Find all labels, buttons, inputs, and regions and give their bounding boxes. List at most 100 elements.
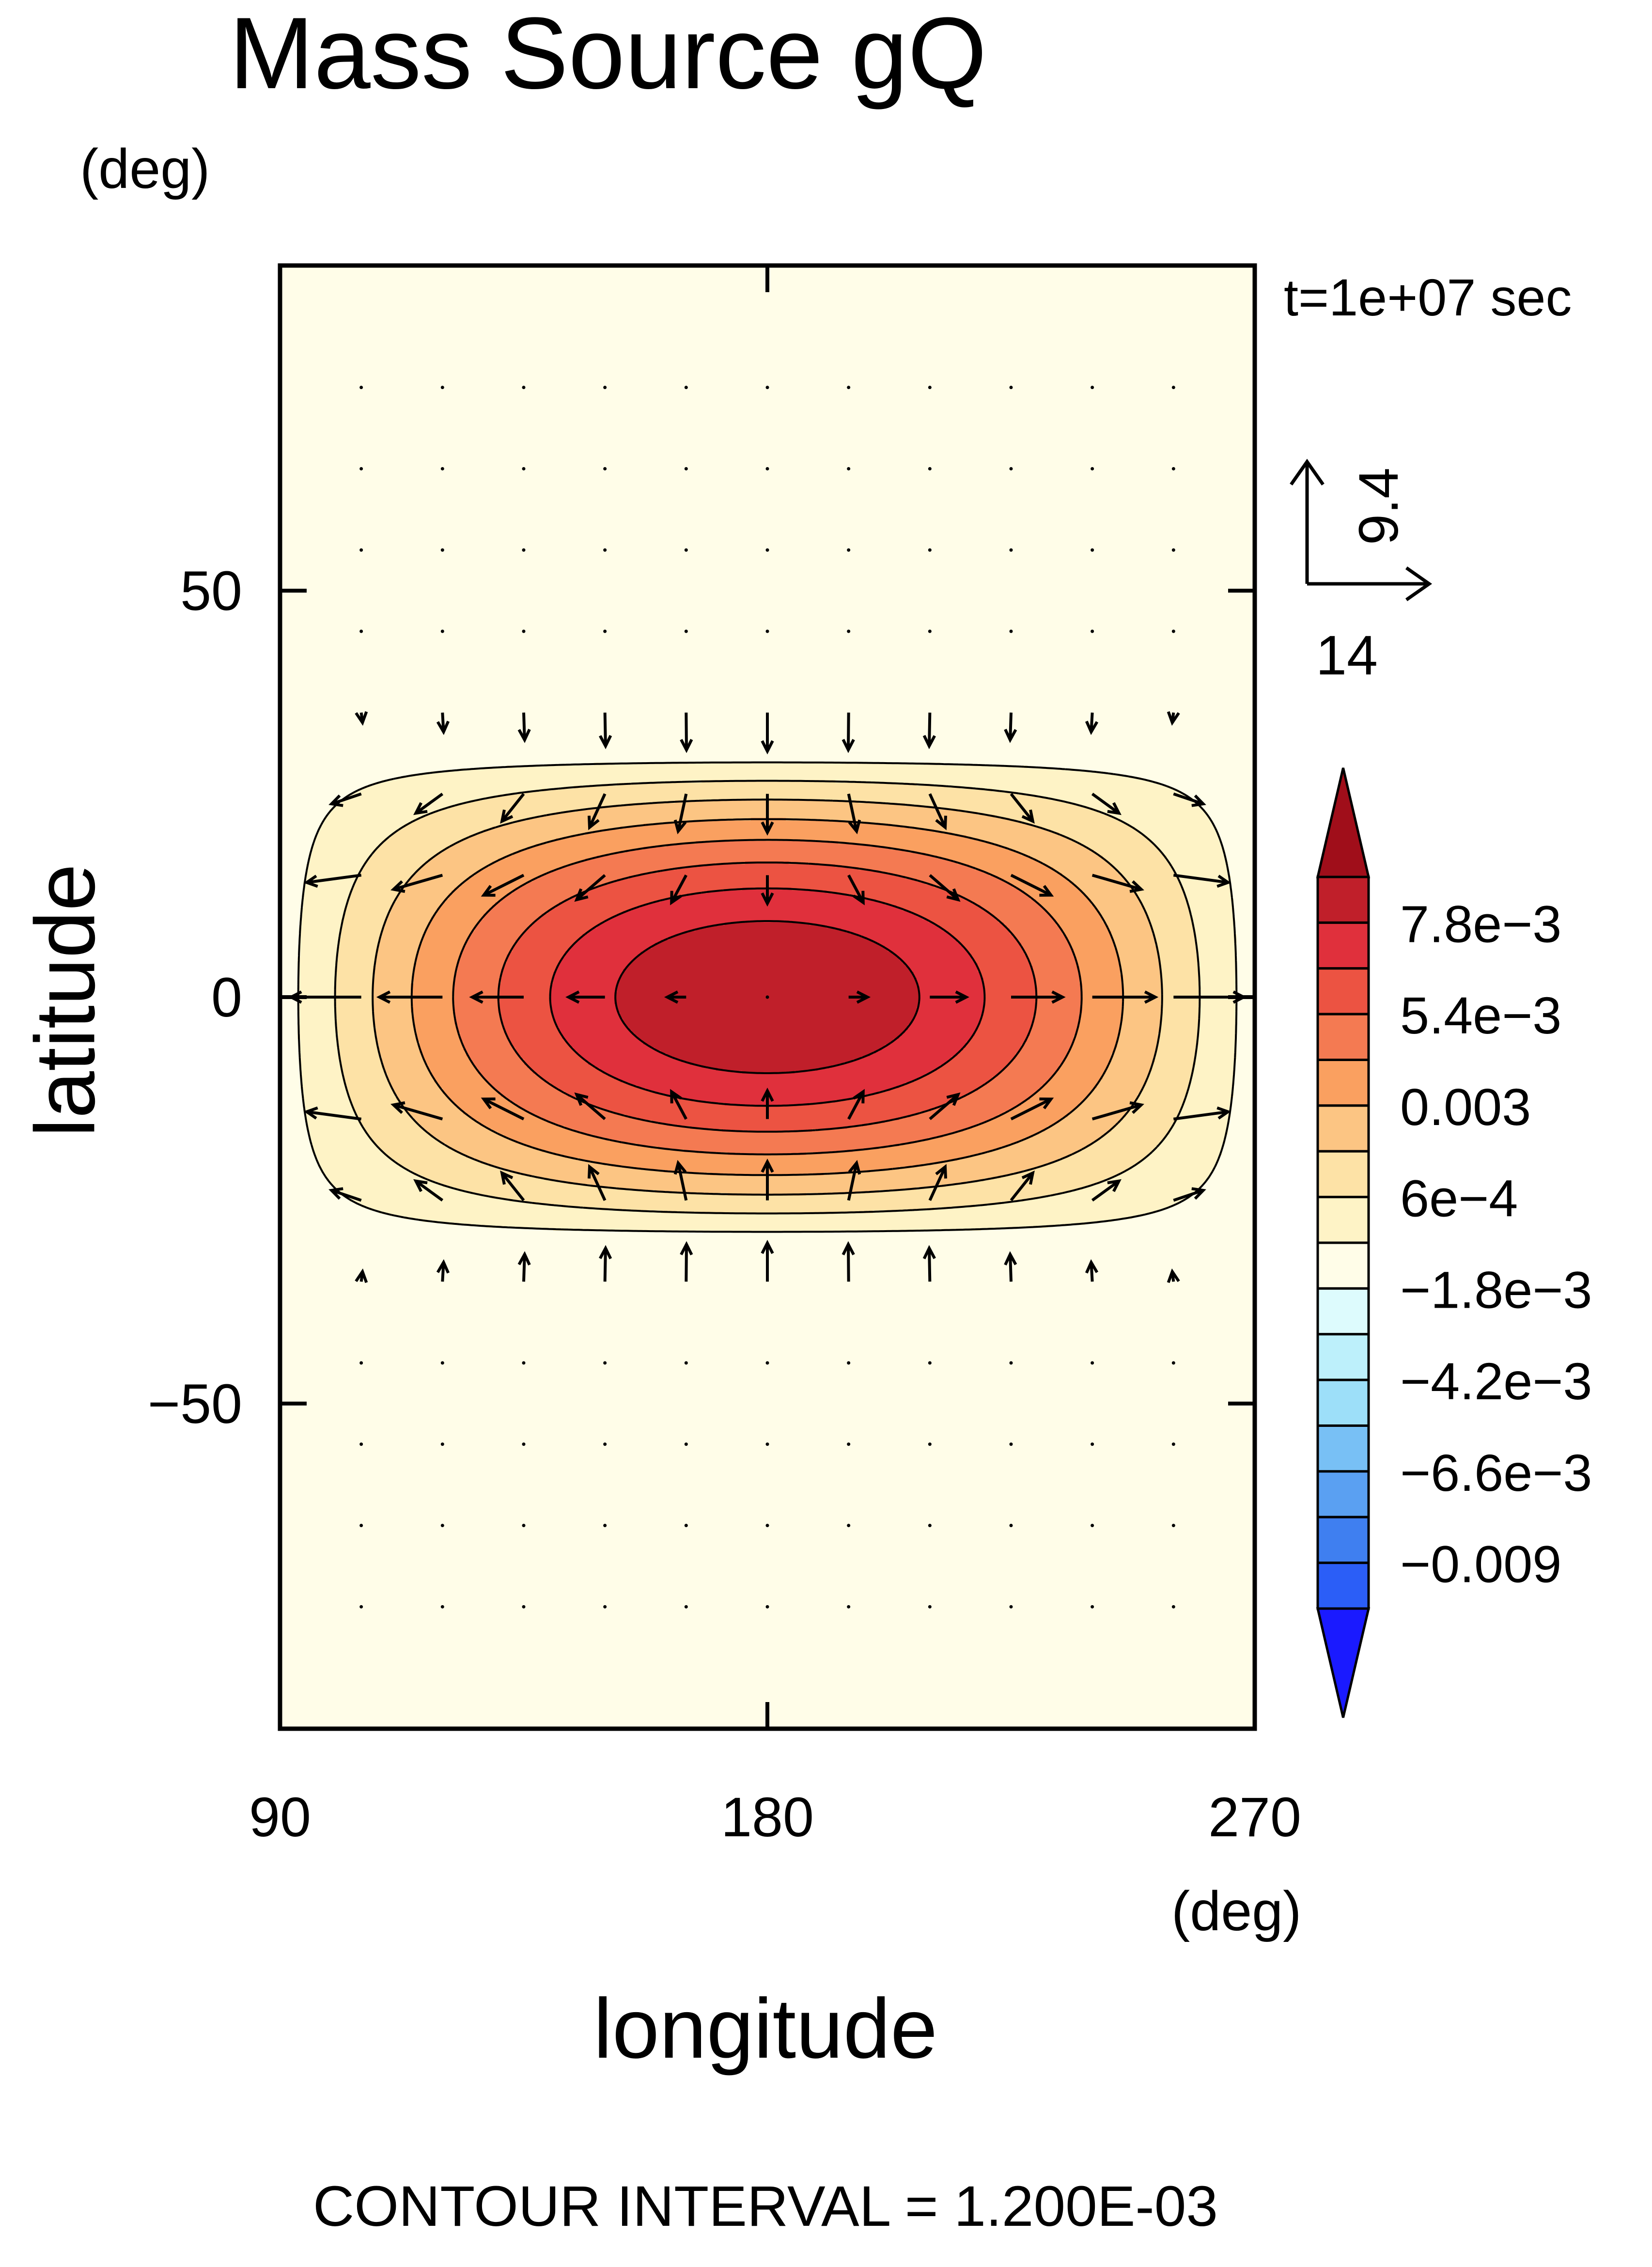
fill-cell	[954, 774, 958, 778]
fill-cell	[515, 768, 519, 772]
fill-cell	[681, 783, 685, 786]
fill-cell	[594, 789, 597, 792]
fill-cell	[722, 786, 725, 789]
fill-cell	[1135, 783, 1138, 786]
fill-cell	[707, 771, 711, 775]
fill-cell	[687, 786, 690, 789]
fill-cell	[713, 777, 717, 781]
fill-cell	[777, 789, 780, 792]
fill-cell	[1039, 780, 1042, 783]
fill-cell	[783, 766, 786, 769]
fill-cell	[542, 786, 545, 789]
fill-cell	[736, 777, 740, 781]
fill-cell	[890, 774, 894, 778]
fill-cell	[420, 783, 423, 786]
fill-cell	[701, 768, 705, 772]
fill-cell	[452, 774, 455, 778]
fill-cell	[646, 766, 650, 769]
fill-cell	[579, 789, 583, 792]
fill-cell	[824, 768, 827, 772]
fill-cell	[893, 774, 897, 778]
fill-cell	[454, 771, 458, 775]
fill-cell	[879, 766, 882, 769]
fill-cell	[539, 768, 542, 772]
fill-cell	[446, 786, 449, 789]
fill-cell	[745, 783, 748, 786]
fill-cell	[1059, 786, 1062, 789]
fill-cell	[876, 774, 879, 778]
fill-cell	[780, 777, 783, 781]
fill-cell	[600, 768, 603, 772]
fill-cell	[981, 777, 984, 781]
fill-cell	[951, 771, 955, 775]
fill-cell	[867, 783, 871, 786]
fill-cell	[515, 777, 519, 781]
fill-cell	[978, 768, 981, 772]
fill-cell	[844, 768, 847, 772]
fill-cell	[920, 774, 923, 778]
fill-cell	[812, 777, 815, 781]
fill-cell	[501, 768, 504, 772]
fill-cell	[635, 766, 638, 769]
fill-cell	[797, 771, 801, 775]
fill-cell	[800, 789, 804, 792]
fill-cell	[687, 783, 690, 786]
fill-cell	[803, 774, 807, 778]
fill-cell	[1068, 774, 1071, 778]
fill-cell	[449, 780, 452, 783]
fill-cell	[946, 766, 949, 769]
fill-cell	[640, 766, 644, 769]
fill-cell	[652, 768, 655, 772]
fill-cell	[620, 789, 623, 792]
fill-cell	[754, 777, 757, 781]
fill-cell	[826, 774, 830, 778]
fill-cell	[937, 768, 940, 772]
fill-cell	[466, 777, 469, 781]
fill-cell	[795, 783, 798, 786]
fill-cell	[437, 789, 440, 792]
fill-cell	[803, 766, 807, 769]
fill-cell	[728, 771, 731, 775]
fill-cell	[1120, 780, 1123, 783]
fill-cell	[510, 774, 513, 778]
fill-cell	[943, 780, 946, 783]
fill-cell	[1013, 774, 1016, 778]
fill-cell	[425, 789, 429, 792]
fill-cell	[803, 777, 807, 781]
fill-cell	[478, 780, 481, 783]
fill-cell	[646, 768, 650, 772]
fill-cell	[396, 783, 400, 786]
fill-cell	[684, 786, 687, 789]
fill-cell	[568, 771, 571, 775]
fill-cell	[1079, 777, 1083, 781]
fill-cell	[1074, 774, 1077, 778]
fill-cell	[733, 789, 737, 792]
fill-cell	[402, 786, 405, 789]
fill-cell	[501, 783, 504, 786]
fill-cell	[949, 766, 952, 769]
fill-cell	[975, 771, 978, 775]
fill-cell	[763, 771, 766, 775]
fill-cell	[608, 777, 612, 781]
fill-cell	[486, 783, 490, 786]
fill-cell	[771, 766, 775, 769]
fill-cell	[911, 774, 914, 778]
fill-cell	[635, 768, 638, 772]
fill-cell	[515, 774, 519, 778]
fill-cell	[1036, 777, 1039, 781]
fill-cell	[1059, 783, 1062, 786]
fill-cell	[966, 783, 969, 786]
fill-cell	[943, 789, 946, 792]
fill-cell	[556, 783, 560, 786]
fill-cell	[928, 774, 932, 778]
fill-cell	[664, 766, 667, 769]
fill-cell	[696, 771, 699, 775]
fill-cell	[905, 768, 908, 772]
fill-cell	[783, 777, 786, 781]
fill-cell	[1044, 774, 1048, 778]
fill-cell	[594, 766, 597, 769]
fill-cell	[463, 777, 467, 781]
fill-cell	[975, 777, 978, 781]
fill-cell	[501, 777, 504, 781]
fill-cell	[603, 771, 606, 775]
